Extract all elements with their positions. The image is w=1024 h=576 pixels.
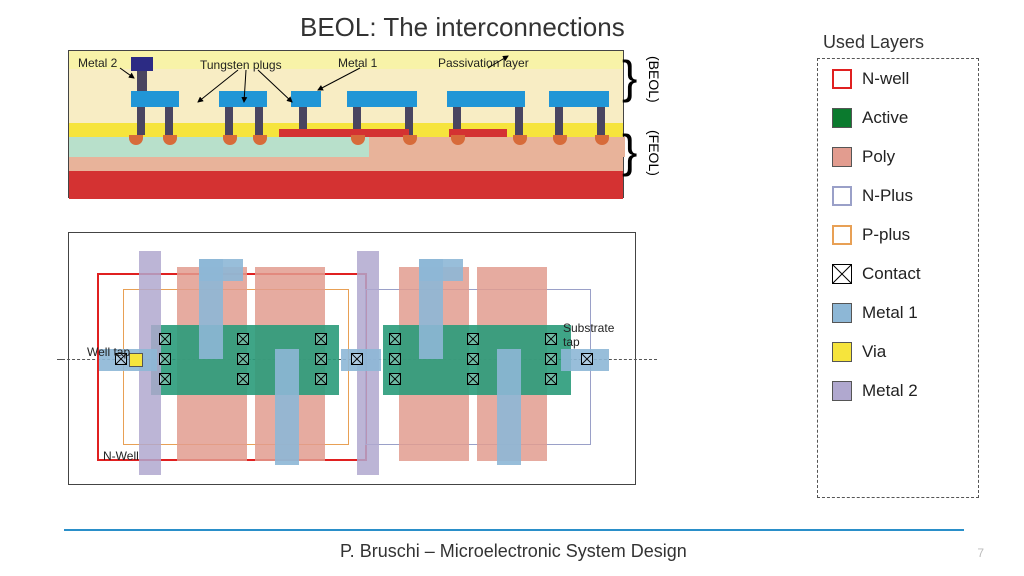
legend-label: Metal 2 (862, 381, 918, 401)
lv-metal1 (419, 259, 463, 281)
legend-swatch (832, 264, 852, 284)
legend-row: Metal 1 (832, 303, 964, 323)
legend-label: Active (862, 108, 908, 128)
lv-label: Substrate tap (563, 321, 614, 349)
lv-contact (581, 353, 593, 365)
lv-contact (315, 373, 327, 385)
lv-contact (351, 353, 363, 365)
footer-divider (64, 529, 964, 531)
legend-row: Contact (832, 264, 964, 284)
slide-title: BEOL: The interconnections (300, 12, 625, 43)
lv-label: N-Well (103, 449, 139, 463)
legend-label: N-well (862, 69, 909, 89)
legend-swatch (832, 186, 852, 206)
cs-layer (69, 171, 623, 199)
lv-label: Well tap (87, 345, 130, 359)
legend-label: Via (862, 342, 886, 362)
lv-metal1 (497, 349, 521, 465)
legend-label: Contact (862, 264, 921, 284)
footer-text: P. Bruschi – Microelectronic System Desi… (340, 541, 687, 562)
lv-contact (159, 333, 171, 345)
lv-contact (159, 353, 171, 365)
slide: BEOL: The interconnections } (BEOL) } (F… (0, 0, 1024, 576)
lv-contact (545, 353, 557, 365)
lv-via (129, 353, 143, 367)
legend-swatch (832, 381, 852, 401)
page-number: 7 (977, 546, 984, 560)
lv-contact (545, 333, 557, 345)
legend-label: Metal 1 (862, 303, 918, 323)
legend-row: Metal 2 (832, 381, 964, 401)
legend-label: N-Plus (862, 186, 913, 206)
legend-row: P-plus (832, 225, 964, 245)
legend-swatch (832, 147, 852, 167)
label-arrows (68, 50, 624, 120)
lv-contact (389, 373, 401, 385)
lv-contact (467, 353, 479, 365)
layout-view-diagram: Well tap N-Well Substrate tap (68, 232, 636, 485)
legend-title: Used Layers (823, 32, 924, 53)
legend-label: Poly (862, 147, 895, 167)
legend-swatch (832, 303, 852, 323)
lv-contact (467, 333, 479, 345)
lv-contact (237, 373, 249, 385)
legend-swatch (832, 69, 852, 89)
lv-contact (389, 333, 401, 345)
legend-swatch (832, 342, 852, 362)
lv-contact (159, 373, 171, 385)
cs-poly (279, 129, 409, 137)
legend-swatch (832, 108, 852, 128)
lv-contact (389, 353, 401, 365)
lv-contact (467, 373, 479, 385)
lv-contact (315, 333, 327, 345)
cs-layer (69, 157, 623, 171)
legend-row: Active (832, 108, 964, 128)
legend-row: N-well (832, 69, 964, 89)
lv-metal1 (199, 259, 243, 281)
lv-contact (237, 353, 249, 365)
legend-label: P-plus (862, 225, 910, 245)
legend-row: Poly (832, 147, 964, 167)
lv-metal1 (275, 349, 299, 465)
lv-contact (237, 333, 249, 345)
legend-row: N-Plus (832, 186, 964, 206)
lv-contact (545, 373, 557, 385)
lv-contact (315, 353, 327, 365)
legend-swatch (832, 225, 852, 245)
legend-row: Via (832, 342, 964, 362)
legend-box: N-well Active Poly N-Plus P-plus Contact Metal… (817, 58, 979, 498)
